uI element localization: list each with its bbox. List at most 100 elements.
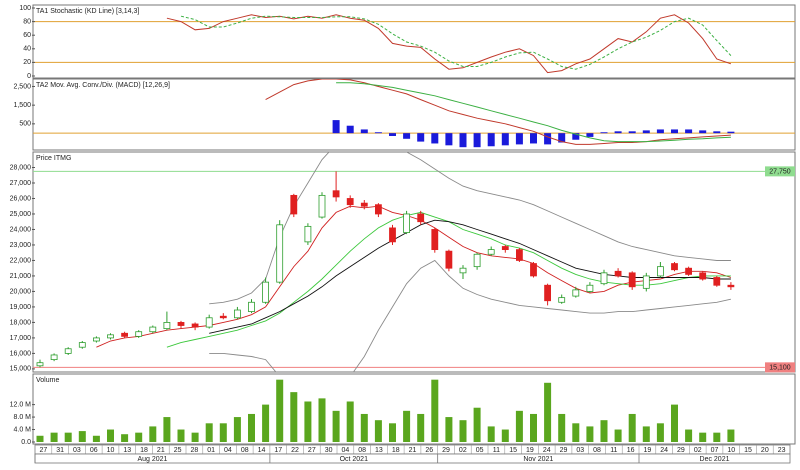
- candle-body: [304, 225, 312, 243]
- candle-body: [36, 362, 44, 367]
- candle-body: [572, 289, 580, 297]
- bar: [219, 423, 227, 442]
- histogram-bar: [572, 133, 580, 140]
- panel-frame: [32, 373, 796, 445]
- line: [209, 259, 731, 372]
- candle-body: [276, 224, 284, 283]
- date-label: 18: [392, 447, 400, 454]
- bar: [36, 435, 44, 442]
- histogram-bar: [417, 133, 425, 142]
- date-label: 15: [744, 447, 752, 454]
- bar: [544, 382, 552, 442]
- y-tick-label: 15,000: [10, 366, 32, 373]
- date-label: 28: [190, 447, 198, 454]
- date-label: 29: [560, 447, 568, 454]
- histogram-bar: [642, 130, 650, 134]
- date-label: 11: [493, 447, 500, 454]
- candle-body: [558, 297, 566, 303]
- panel-title: Price ITMG: [36, 155, 71, 162]
- date-label: 14: [258, 447, 266, 454]
- y-tick-label: 24,000: [10, 226, 32, 233]
- candle-body: [64, 348, 72, 354]
- date-label: 10: [107, 447, 115, 454]
- candle-body: [699, 272, 707, 280]
- bar: [135, 432, 143, 442]
- date-label: 01: [207, 447, 215, 454]
- bar: [205, 423, 213, 442]
- date-label: 08: [241, 447, 249, 454]
- y-tick-label: 4.0 M: [13, 426, 31, 433]
- level-label-box: [765, 166, 795, 177]
- line: [96, 205, 732, 348]
- panel-frame: [32, 78, 796, 151]
- level-label-box: [765, 362, 795, 373]
- y-tick-label: 23,000: [10, 242, 32, 249]
- histogram-bar: [544, 133, 552, 145]
- bar: [177, 429, 185, 442]
- histogram-bar: [656, 129, 664, 134]
- candle-body: [628, 272, 636, 288]
- date-label: 04: [224, 447, 232, 454]
- date-label: 23: [778, 447, 786, 454]
- date-label: 31: [56, 447, 64, 454]
- candle-body: [727, 284, 735, 288]
- candle-body: [445, 250, 453, 269]
- histogram-bar: [628, 131, 636, 134]
- y-tick-label: 60: [23, 32, 31, 39]
- candle-body: [149, 326, 157, 333]
- date-label: 02: [459, 447, 467, 454]
- y-tick-label: 25,000: [10, 211, 32, 218]
- panel: [33, 79, 795, 148]
- bar: [121, 434, 129, 442]
- candle-body: [262, 281, 270, 303]
- date-label: 08: [358, 447, 366, 454]
- y-tick-label: 80: [23, 18, 31, 25]
- y-tick-label: 19,000: [10, 304, 32, 311]
- line: [265, 79, 731, 145]
- date-label: 03: [576, 447, 584, 454]
- bar: [107, 429, 114, 442]
- y-tick-label: 16,000: [10, 350, 32, 357]
- bar: [360, 413, 368, 442]
- candle-body: [600, 272, 608, 285]
- date-label: 16: [627, 447, 635, 454]
- panel-title: TA1 Stochastic (KD Line) [3,14,3]: [36, 8, 139, 15]
- histogram-bar: [501, 133, 509, 146]
- bar: [685, 429, 693, 442]
- bar: [656, 423, 664, 442]
- histogram-bar: [360, 129, 368, 134]
- date-label: 03: [73, 447, 81, 454]
- candle-body: [50, 354, 58, 361]
- histogram-bar: [332, 120, 340, 134]
- candle-body: [219, 315, 227, 319]
- histogram-bar: [389, 133, 396, 136]
- bar: [262, 404, 270, 442]
- date-label: 17: [274, 447, 282, 454]
- date-label: 02: [694, 447, 702, 454]
- bar: [586, 426, 594, 442]
- candle-body: [346, 198, 354, 206]
- candle-body: [374, 204, 382, 215]
- date-label: 05: [476, 447, 484, 454]
- y-tick-label: 27,000: [10, 180, 32, 187]
- bar: [530, 413, 537, 442]
- histogram-bar: [459, 133, 467, 148]
- date-label: 19: [526, 447, 534, 454]
- bar: [558, 413, 566, 442]
- histogram-bar: [727, 131, 735, 134]
- y-tick-label: 20,000: [10, 288, 32, 295]
- y-tick-label: 28,000: [10, 164, 32, 171]
- bar: [473, 407, 481, 442]
- candle-body: [487, 249, 495, 255]
- date-label: 20: [761, 447, 769, 454]
- candle-body: [431, 229, 439, 251]
- candle-body: [685, 267, 692, 275]
- y-tick-label: 40: [23, 46, 31, 53]
- bar: [92, 435, 100, 442]
- candle-body: [233, 309, 241, 319]
- bar: [78, 431, 86, 442]
- bar: [304, 401, 312, 442]
- candle-body: [530, 263, 537, 277]
- bar: [487, 426, 495, 442]
- candle-body: [78, 342, 86, 348]
